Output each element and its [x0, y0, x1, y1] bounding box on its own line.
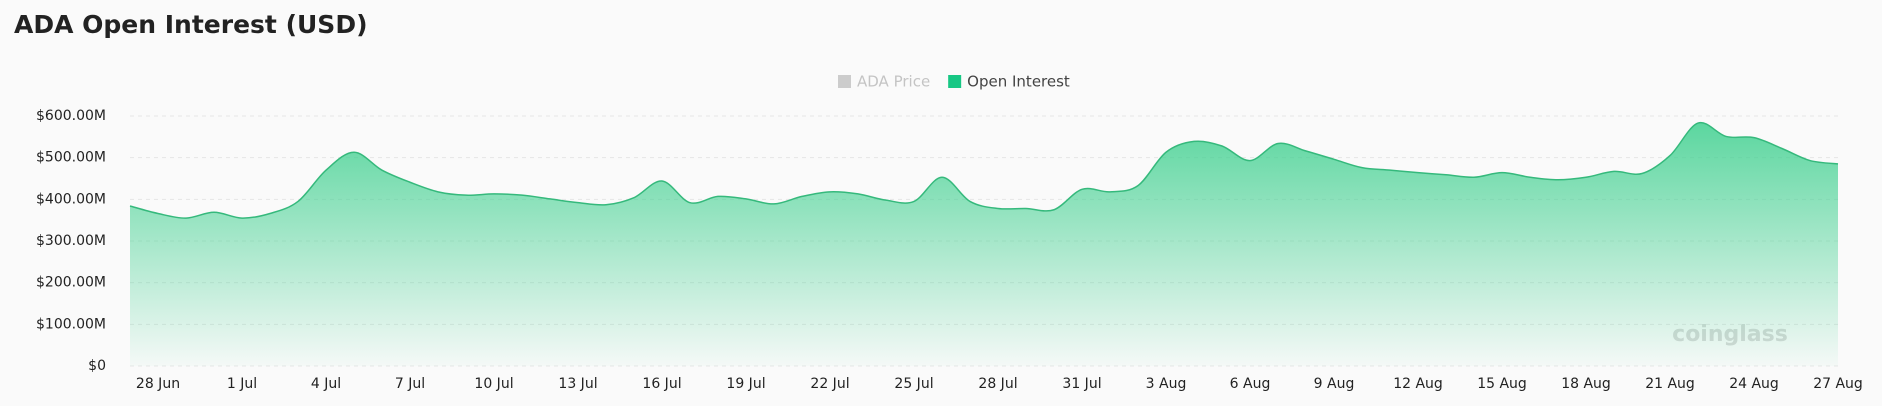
x-tick-label: 21 Aug [1645, 376, 1695, 392]
y-tick-label: $400.00M [36, 191, 106, 207]
y-tick-label: $600.00M [36, 108, 106, 124]
chart-title: ADA Open Interest (USD) [14, 10, 368, 39]
x-tick-label: 4 Jul [311, 376, 341, 392]
x-tick-label: 18 Aug [1561, 376, 1611, 392]
x-tick-label: 19 Jul [726, 376, 765, 392]
x-tick-label: 28 Jul [978, 376, 1017, 392]
x-tick-label: 10 Jul [474, 376, 513, 392]
x-tick-label: 1 Jul [227, 376, 257, 392]
y-tick-label: $100.00M [36, 316, 106, 332]
x-tick-label: 7 Jul [395, 376, 425, 392]
legend-label[interactable]: ADA Price [857, 73, 930, 91]
x-tick-label: 3 Aug [1146, 376, 1187, 392]
x-tick-label: 16 Jul [642, 376, 681, 392]
x-tick-label: 15 Aug [1477, 376, 1527, 392]
x-tick-label: 24 Aug [1729, 376, 1779, 392]
x-tick-label: 31 Jul [1062, 376, 1101, 392]
x-tick-label: 12 Aug [1393, 376, 1443, 392]
y-tick-label: $300.00M [36, 233, 106, 249]
x-tick-label: 25 Jul [894, 376, 933, 392]
legend-swatch[interactable] [948, 75, 962, 88]
x-tick-label: 28 Jun [136, 376, 180, 392]
x-tick-label: 6 Aug [1230, 376, 1271, 392]
x-tick-label: 27 Aug [1813, 376, 1863, 392]
x-tick-label: 22 Jul [810, 376, 849, 392]
x-tick-label: 9 Aug [1314, 376, 1355, 392]
y-tick-label: $0 [88, 358, 106, 374]
x-tick-label: 13 Jul [558, 376, 597, 392]
line [129, 121, 1839, 219]
area [130, 122, 1838, 366]
y-tick-label: $200.00M [36, 275, 106, 291]
legend-label[interactable]: Open Interest [967, 73, 1070, 91]
y-tick-label: $500.00M [36, 150, 106, 166]
legend-swatch[interactable] [838, 75, 851, 88]
